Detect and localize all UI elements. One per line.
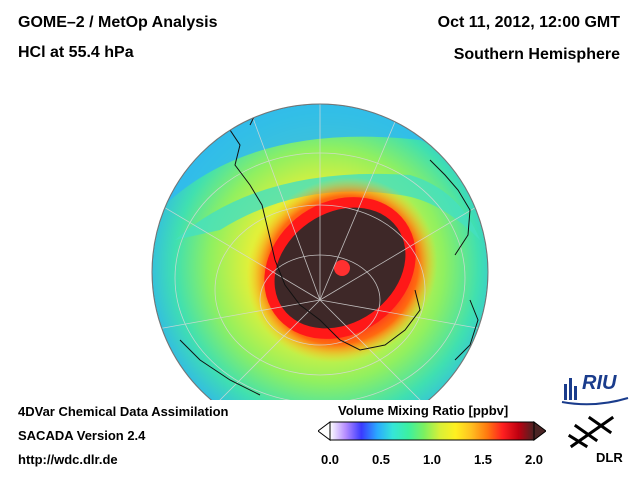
subtitle: HCl at 55.4 hPa [18, 44, 134, 61]
colorbar-tick-label: 0.5 [371, 452, 391, 467]
region-label: Southern Hemisphere [453, 46, 620, 63]
footer-line-1: 4DVar Chemical Data Assimilation [18, 404, 229, 419]
colorbar-tick-label: 2.0 [524, 452, 544, 467]
colorbar-min-arrow [318, 421, 331, 441]
colorbar-bar [329, 421, 535, 441]
colorbar-max-arrow [533, 421, 546, 441]
datetime: Oct 11, 2012, 12:00 GMT [437, 14, 620, 31]
colorbar [318, 421, 546, 441]
footer-line-2: SACADA Version 2.4 [18, 428, 146, 443]
footer-url[interactable]: http://wdc.dlr.de [18, 452, 118, 467]
colorbar-tick-label: 1.0 [422, 452, 442, 467]
colorbar-tick-label: 1.5 [473, 452, 493, 467]
riu-logo [561, 378, 629, 406]
colorbar-title: Volume Mixing Ratio [ppbv] [338, 403, 509, 418]
dlr-logo-text: DLR [596, 450, 623, 465]
colorbar-tick-label: 0.0 [320, 452, 340, 467]
globe-map [151, 103, 489, 400]
dlr-logo [567, 415, 615, 449]
pole-spot [334, 260, 350, 276]
riu-logo-text: RIU [582, 372, 617, 394]
title: GOME–2 / MetOp Analysis [18, 14, 218, 31]
